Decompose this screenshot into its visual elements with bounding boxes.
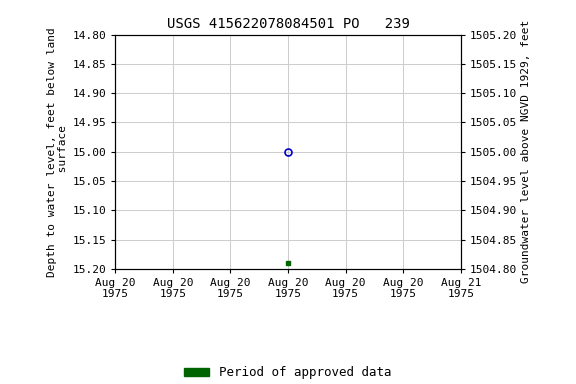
Title: USGS 415622078084501 PO   239: USGS 415622078084501 PO 239 <box>166 17 410 31</box>
Y-axis label: Groundwater level above NGVD 1929, feet: Groundwater level above NGVD 1929, feet <box>521 20 531 283</box>
Legend: Period of approved data: Period of approved data <box>179 361 397 384</box>
Y-axis label: Depth to water level, feet below land
 surface: Depth to water level, feet below land su… <box>47 27 68 276</box>
